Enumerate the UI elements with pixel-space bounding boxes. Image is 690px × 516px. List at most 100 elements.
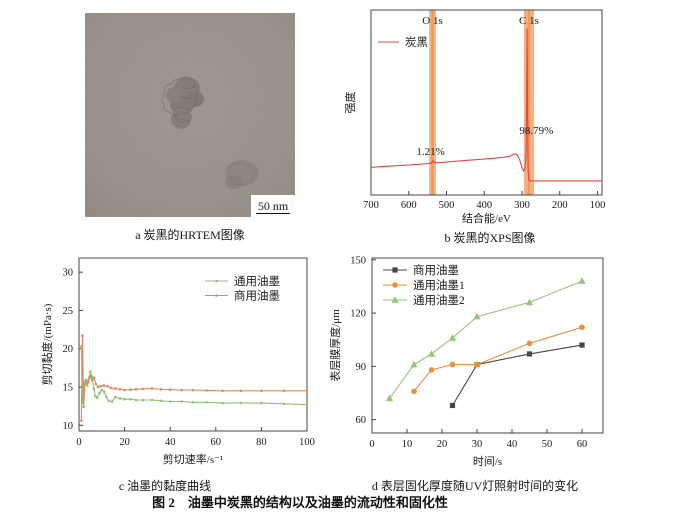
circle-marker [526,340,533,347]
dot-marker [118,397,122,400]
dot-marker [150,387,154,390]
dot-marker [141,398,145,402]
dot-marker [86,381,90,384]
square-marker [449,402,456,409]
dot-marker [141,387,145,391]
legend-label: 通用油墨1 [413,278,465,292]
circle-marker [579,324,585,331]
x-tick-label: 0 [369,439,374,450]
dot-marker [94,382,98,386]
dot-marker [168,388,172,391]
y-axis-label: 表层膜厚度/μm [330,309,342,382]
dot-marker [84,378,88,382]
dot-marker [82,405,85,409]
y-tick-label: 120 [350,309,366,320]
dot-marker [260,389,263,393]
viscosity-chart: 0 20 40 60 80 100 10 15 20 25 30 剪切速率/s⁻¹ 剪切黏度/(mPa·… [40,257,315,466]
dot-marker [159,387,163,391]
triangle-marker [578,277,586,284]
dot-marker [83,382,87,386]
dot-marker [90,378,94,382]
carbon-black-aggregate [161,76,204,129]
dot-marker [96,385,100,389]
triangle-marker [391,296,399,303]
dot-marker [114,395,117,399]
x-tick-label: 20 [119,437,130,448]
square-marker [579,342,585,348]
dot-marker [260,401,263,405]
series-line [413,326,583,392]
dot-marker [79,419,83,422]
legend-label: 商用油墨 [413,263,459,277]
triangle-marker [525,298,534,306]
dot-marker [92,376,96,380]
x-tick-label: 500 [439,200,455,211]
dot-marker [221,389,224,393]
y-tick-label: 25 [63,306,74,317]
dot-marker [123,397,126,401]
x-tick-label: 600 [401,200,417,211]
dot-marker [282,402,286,406]
square-marker [392,267,398,273]
square-marker [526,351,533,357]
dot-marker [100,388,104,392]
x-axis-label: 结合能/eV [462,211,511,225]
x-tick-label: 200 [552,200,568,211]
y-tick-label: 60 [356,415,367,426]
dot-marker [305,403,309,406]
xps-chart: O 1s C 1s 700 600 500 400 300 200 100 结合能/eV 强度 1.2… [345,9,605,225]
annotation: 98.79% [519,125,553,137]
circle-marker [474,361,480,368]
faint-particle [225,160,259,189]
x-tick-label: 10 [402,439,413,450]
dot-marker [107,399,110,403]
x-tick-label: 0 [76,437,81,448]
dot-marker [89,370,92,373]
dot-marker [159,399,163,403]
dot-marker [180,400,183,403]
circle-marker [449,361,456,368]
dot-marker [150,398,154,402]
y-axis-label: 剪切黏度/(mPa·s) [40,303,54,385]
x-tick-label: 400 [476,200,492,211]
series-line [80,335,307,421]
y-tick-label: 30 [63,268,74,279]
dot-marker [110,400,114,403]
dot-marker [99,384,102,388]
dot-marker [215,279,218,283]
triangle-marker [448,334,457,341]
triangle-marker [473,312,481,320]
annotation: 1.21% [416,146,444,158]
circle-marker [428,367,435,373]
dot-marker [102,390,106,393]
dot-marker [239,401,243,405]
dot-marker [81,334,84,337]
dot-marker [92,387,96,390]
dot-marker [109,386,113,390]
dot-marker [114,387,117,390]
x-tick-label: 40 [165,437,176,448]
cure-thickness-chart: 0 10 20 30 40 50 60 60 90 120 150 时间/s 表层膜厚度/μm 商用油墨通… [330,255,604,468]
dot-marker [221,401,224,405]
dot-marker [105,395,108,399]
scale-bar-box [251,195,295,217]
dot-marker [215,294,218,297]
dot-marker [118,387,122,391]
y-tick-label: 10 [63,421,74,432]
triangle-marker [385,394,394,402]
dot-marker [129,397,132,401]
dot-marker [282,389,286,393]
plot-frame [370,9,603,196]
dot-marker [205,400,208,404]
xps-band-core [431,10,434,195]
x-tick-label: 50 [542,439,553,450]
x-tick-label: 100 [299,437,315,448]
dot-marker [85,384,89,387]
circle-marker [411,388,417,395]
x-tick-label: 40 [507,439,518,450]
x-tick-label: 60 [577,439,588,450]
x-tick-label: 700 [363,200,379,211]
x-tick-label: 60 [211,437,222,448]
scale-bar: 50 nm [251,195,295,217]
dot-marker [106,384,109,388]
